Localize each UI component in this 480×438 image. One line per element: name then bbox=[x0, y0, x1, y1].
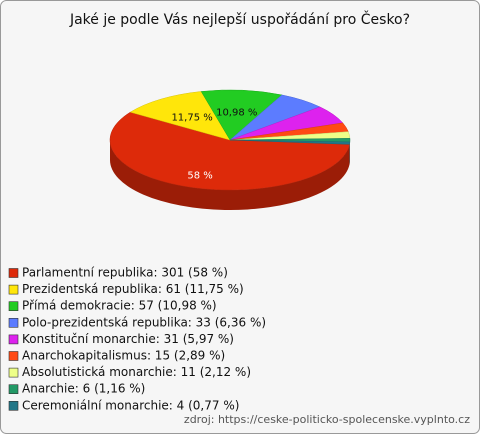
legend-label: Anarchie: 6 (1,16 %) bbox=[22, 382, 145, 396]
legend-swatch bbox=[9, 352, 18, 361]
legend-swatch bbox=[9, 385, 18, 394]
legend-label: Anarchokapitalismus: 15 (2,89 %) bbox=[22, 349, 225, 363]
legend-label: Ceremoniální monarchie: 4 (0,77 %) bbox=[22, 398, 239, 412]
legend-swatch bbox=[9, 318, 18, 327]
legend-swatch bbox=[9, 368, 18, 377]
chart-title: Jaké je podle Vás nejlepší uspořádání pr… bbox=[69, 10, 410, 28]
legend-swatch bbox=[9, 269, 18, 278]
legend-swatch bbox=[9, 335, 18, 344]
legend-swatch bbox=[9, 401, 18, 410]
legend-label: Absolutistická monarchie: 11 (2,12 %) bbox=[22, 365, 251, 379]
pie: 58 % 11,75 % 10,98 % bbox=[110, 90, 350, 210]
legend-label: Parlamentní republika: 301 (58 %) bbox=[22, 266, 228, 280]
source: zdroj: https://ceske-politicko-spolecens… bbox=[184, 413, 470, 426]
legend-label: Polo-prezidentská republika: 33 (6,36 %) bbox=[22, 315, 266, 329]
legend-label: Konstituční monarchie: 31 (5,97 %) bbox=[22, 332, 234, 346]
legend-swatch bbox=[9, 302, 18, 311]
legend-swatch bbox=[9, 285, 18, 294]
value-label: 11,75 % bbox=[171, 112, 212, 123]
value-label: 58 % bbox=[187, 170, 212, 181]
value-label: 10,98 % bbox=[216, 108, 257, 119]
legend-label: Přímá demokracie: 57 (10,98 %) bbox=[22, 299, 217, 313]
legend-label: Prezidentská republika: 61 (11,75 %) bbox=[22, 282, 244, 296]
